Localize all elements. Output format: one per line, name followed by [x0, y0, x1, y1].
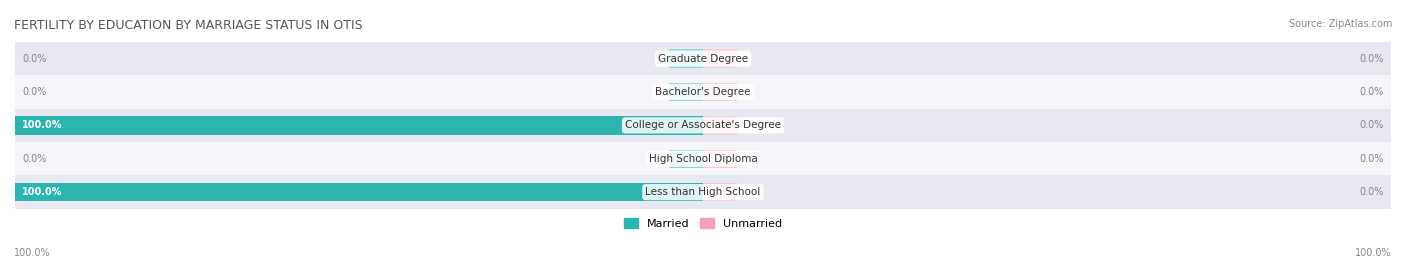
Text: 0.0%: 0.0%: [22, 54, 46, 63]
Text: 0.0%: 0.0%: [1360, 87, 1384, 97]
Bar: [669, 49, 703, 68]
Bar: [15, 109, 1391, 142]
Bar: [669, 83, 703, 101]
Bar: [703, 183, 737, 201]
Text: 100.0%: 100.0%: [14, 248, 51, 258]
Bar: [703, 116, 737, 134]
Bar: [703, 49, 737, 68]
Text: 0.0%: 0.0%: [1360, 187, 1384, 197]
Bar: [15, 75, 1391, 109]
Text: 100.0%: 100.0%: [22, 120, 62, 130]
Text: FERTILITY BY EDUCATION BY MARRIAGE STATUS IN OTIS: FERTILITY BY EDUCATION BY MARRIAGE STATU…: [14, 19, 363, 32]
Text: High School Diploma: High School Diploma: [648, 154, 758, 164]
Bar: [669, 150, 703, 168]
Text: Less than High School: Less than High School: [645, 187, 761, 197]
Text: 0.0%: 0.0%: [1360, 120, 1384, 130]
Text: 0.0%: 0.0%: [22, 87, 46, 97]
Text: 100.0%: 100.0%: [1355, 248, 1392, 258]
Legend: Married, Unmarried: Married, Unmarried: [620, 214, 786, 233]
Text: Source: ZipAtlas.com: Source: ZipAtlas.com: [1288, 19, 1392, 29]
Text: 0.0%: 0.0%: [1360, 154, 1384, 164]
Bar: [15, 142, 1391, 175]
Bar: [15, 183, 703, 201]
Text: 100.0%: 100.0%: [22, 187, 62, 197]
Text: 0.0%: 0.0%: [22, 154, 46, 164]
Bar: [15, 175, 1391, 209]
Bar: [703, 83, 737, 101]
Text: Graduate Degree: Graduate Degree: [658, 54, 748, 63]
Bar: [703, 150, 737, 168]
Text: 0.0%: 0.0%: [1360, 54, 1384, 63]
Bar: [15, 42, 1391, 75]
Text: College or Associate's Degree: College or Associate's Degree: [626, 120, 780, 130]
Text: Bachelor's Degree: Bachelor's Degree: [655, 87, 751, 97]
Bar: [15, 116, 703, 134]
